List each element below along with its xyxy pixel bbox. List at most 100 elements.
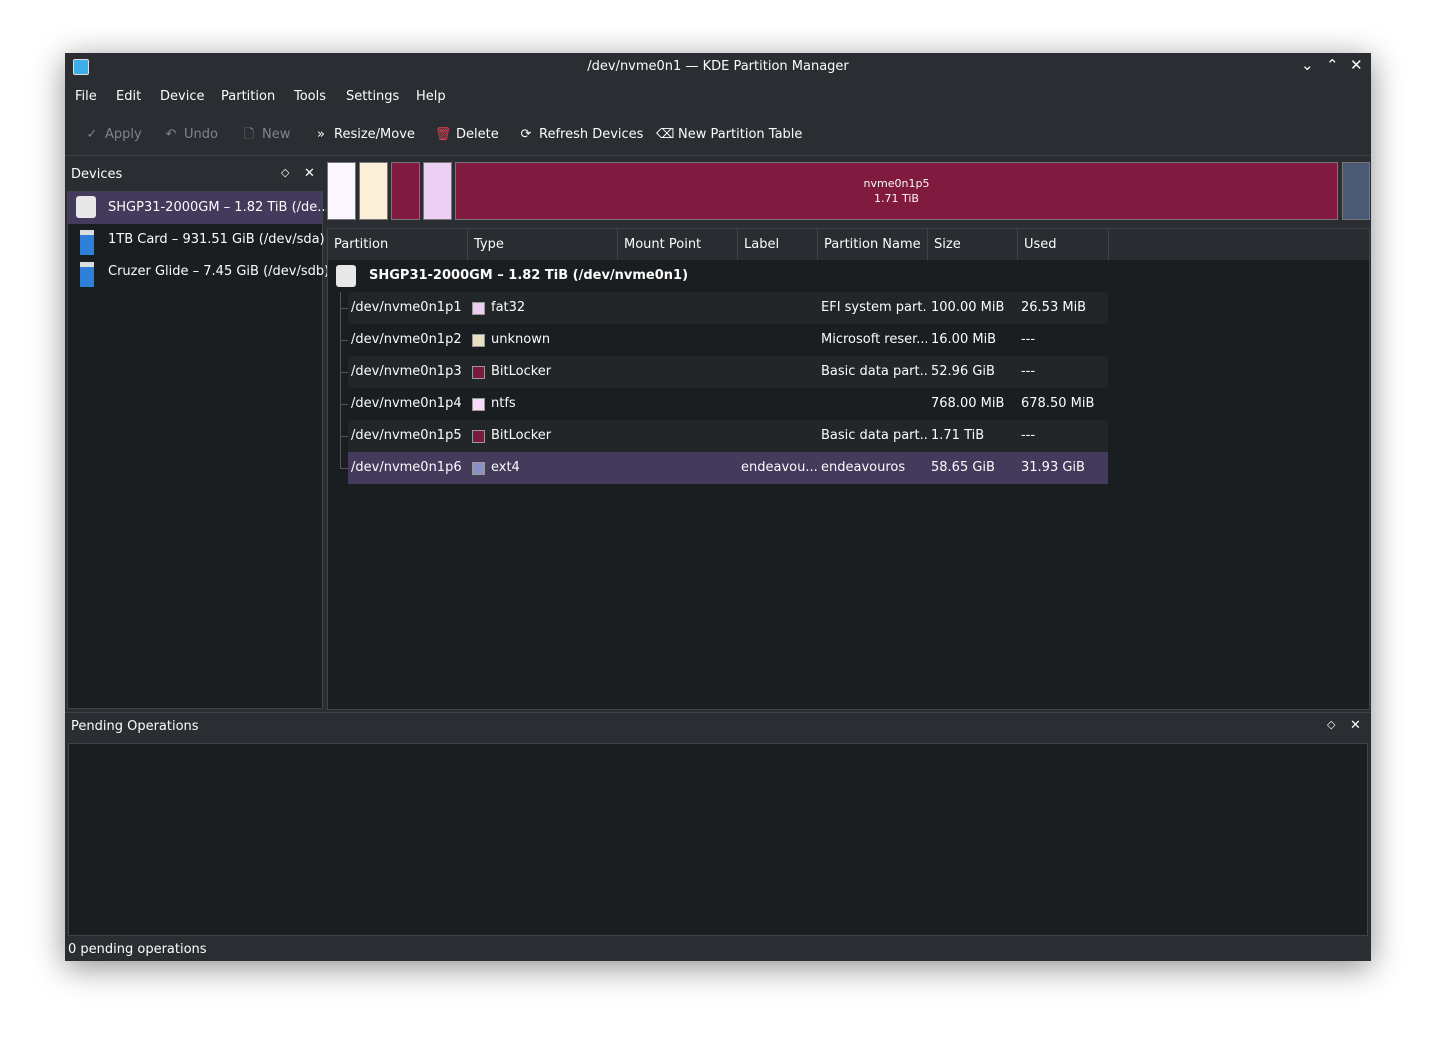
cell-name: Microsoft reser...	[821, 332, 927, 347]
toolbar-button: 🗋 New	[240, 124, 291, 146]
toolbar-icon: ⌫	[656, 127, 675, 142]
toolbar-button[interactable]: ⌫ New Partition Table	[656, 124, 802, 146]
partition-block[interactable]	[423, 162, 452, 220]
partition-map: nvme0n1p5 1.71 TiB	[327, 162, 1370, 220]
close-button[interactable]: ✕	[1350, 56, 1363, 74]
cell-size: 100.00 MiB	[931, 300, 1005, 315]
menu-item[interactable]: Device	[160, 89, 205, 104]
cell-type: BitLocker	[491, 364, 552, 379]
menu-item[interactable]: Settings	[346, 89, 400, 104]
toolbar-label: Apply	[105, 127, 142, 142]
float-button[interactable]: ◇	[281, 166, 290, 179]
partition-row[interactable]: /dev/nvme0n1p2 unknown Microsoft reser... 1…	[348, 324, 1108, 356]
device-item[interactable]: SHGP31-2000GM – 1.82 TiB (/de...	[68, 192, 330, 224]
app-icon	[73, 59, 89, 75]
partition-block[interactable]: nvme0n1p5 1.71 TiB	[455, 162, 1338, 220]
toolbar-button[interactable]: 🗑 Delete	[434, 124, 499, 146]
separator	[65, 712, 1371, 713]
toolbar-icon: »	[317, 127, 325, 142]
partition-row[interactable]: /dev/nvme0n1p3 BitLocker Basic data part..…	[348, 356, 1108, 388]
toolbar-button: ↶ Undo	[162, 124, 218, 146]
menu-item[interactable]: File	[75, 89, 97, 104]
column-header[interactable]: Type	[468, 229, 618, 260]
toolbar-label: New Partition Table	[678, 127, 803, 142]
toolbar-label: Refresh Devices	[539, 127, 644, 142]
pending-list	[68, 743, 1368, 936]
cell-type: ext4	[491, 460, 520, 475]
pending-title: Pending Operations	[71, 719, 199, 734]
device-item[interactable]: 1TB Card – 931.51 GiB (/dev/sda)	[68, 224, 325, 256]
device-item[interactable]: Cruzer Glide – 7.45 GiB (/dev/sdb)	[68, 256, 329, 288]
cell-size: 52.96 GiB	[931, 364, 995, 379]
device-label: SHGP31-2000GM – 1.82 TiB (/dev/nvme0n1)	[369, 268, 689, 283]
column-header[interactable]: Mount Point	[618, 229, 738, 260]
menu-item[interactable]: Tools	[294, 89, 327, 104]
toolbar-icon: 🗑	[434, 127, 452, 142]
cell-used: ---	[1021, 364, 1036, 379]
cell-type: unknown	[491, 332, 551, 347]
cell-used: ---	[1021, 428, 1036, 443]
cell-name: endeavouros	[821, 460, 906, 475]
maximize-button[interactable]: ⌃	[1326, 56, 1339, 74]
device-name: Cruzer Glide – 7.45 GiB (/dev/sdb)	[108, 264, 330, 279]
cell-partition: /dev/nvme0n1p3	[351, 364, 462, 379]
partition-row[interactable]: /dev/nvme0n1p4 ntfs 768.00 MiB 678.50 MiB	[348, 388, 1108, 420]
tree-branch	[340, 308, 348, 309]
window-title: /dev/nvme0n1 — KDE Partition Manager	[587, 59, 849, 74]
cell-name: Basic data part...	[821, 364, 927, 379]
menu-item[interactable]: Edit	[116, 89, 142, 104]
toolbar-icon: ↶	[165, 127, 177, 142]
cell-partition: /dev/nvme0n1p4	[351, 396, 462, 411]
toolbar-button[interactable]: ⟳ Refresh Devices	[517, 124, 644, 146]
device-row: SHGP31-2000GM – 1.82 TiB (/dev/nvme0n1)	[328, 260, 1109, 292]
close-panel-button[interactable]: ✕	[304, 166, 315, 181]
cell-used: 678.50 MiB	[1021, 396, 1095, 411]
tree-branch	[340, 372, 348, 373]
close-panel-button[interactable]: ✕	[1350, 718, 1361, 733]
toolbar-icon: ✓	[86, 127, 98, 142]
menu-item[interactable]: Help	[416, 89, 446, 104]
window: /dev/nvme0n1 — KDE Partition Manager ⌄ ⌃…	[65, 53, 1371, 961]
cell-name: Basic data part...	[821, 428, 927, 443]
partition-row[interactable]: /dev/nvme0n1p5 BitLocker Basic data part..…	[348, 420, 1108, 452]
minimize-button[interactable]: ⌄	[1301, 56, 1314, 74]
toolbar-icon: ⟳	[520, 127, 532, 142]
cell-used: 31.93 GiB	[1021, 460, 1085, 475]
column-header[interactable]: Partition Name	[818, 229, 928, 260]
float-button[interactable]: ◇	[1327, 718, 1336, 731]
partition-block[interactable]	[327, 162, 356, 220]
cell-type: BitLocker	[491, 428, 552, 443]
column-header[interactable]: Used	[1018, 229, 1109, 260]
device-icon	[336, 265, 356, 287]
tree-branch	[340, 404, 348, 405]
tree-branch	[340, 436, 348, 437]
toolbar-button[interactable]: » Resize/Move	[312, 124, 415, 146]
cell-type: fat32	[491, 300, 526, 315]
partition-block[interactable]	[1342, 162, 1370, 220]
partition-row[interactable]: /dev/nvme0n1p6 ext4 endeavou... endeavouros…	[348, 452, 1108, 484]
partition-row[interactable]: /dev/nvme0n1p1 fat32 EFI system part... 100…	[348, 292, 1108, 324]
partition-block[interactable]	[359, 162, 388, 220]
column-header[interactable]: Size	[928, 229, 1018, 260]
tree-branch	[340, 468, 348, 469]
toolbar-icon: 🗋	[243, 127, 255, 142]
devices-list: SHGP31-2000GM – 1.82 TiB (/de... 1TB Card…	[67, 191, 330, 709]
toolbar-label: Delete	[456, 127, 499, 142]
device-icon	[80, 262, 94, 287]
cell-partition: /dev/nvme0n1p1	[351, 300, 462, 315]
type-swatch	[472, 398, 485, 411]
column-header[interactable]: Partition	[328, 229, 468, 260]
device-icon	[76, 196, 96, 218]
partition-block[interactable]	[391, 162, 420, 220]
tree-branch	[340, 340, 348, 341]
column-header[interactable]: Label	[738, 229, 818, 260]
device-icon	[80, 230, 94, 255]
menu-item[interactable]: Partition	[221, 89, 276, 104]
cell-partition: /dev/nvme0n1p5	[351, 428, 462, 443]
cell-used: ---	[1021, 332, 1036, 347]
partition-table: Partition Type Mount Point Label Partition N…	[327, 228, 1370, 710]
toolbar-label: New	[262, 127, 291, 142]
type-swatch	[472, 366, 485, 379]
cell-size: 768.00 MiB	[931, 396, 1005, 411]
